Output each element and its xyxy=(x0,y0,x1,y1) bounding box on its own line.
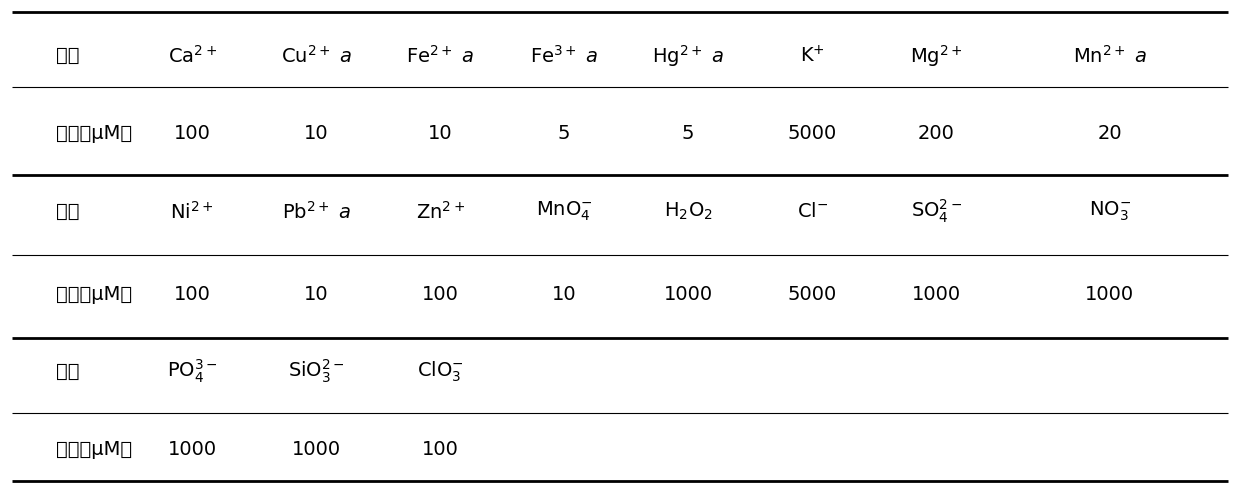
Text: MnO$_4^{-}$: MnO$_4^{-}$ xyxy=(536,200,593,223)
Text: NO$_3^{-}$: NO$_3^{-}$ xyxy=(1089,200,1131,223)
Text: Mg$^{2+}$: Mg$^{2+}$ xyxy=(910,43,962,69)
Text: 100: 100 xyxy=(174,284,211,304)
Text: Fe$^{2+}$ $\mathit{a}$: Fe$^{2+}$ $\mathit{a}$ xyxy=(405,45,475,67)
Text: Pb$^{2+}$ $\mathit{a}$: Pb$^{2+}$ $\mathit{a}$ xyxy=(281,200,351,223)
Text: H$_2$O$_2$: H$_2$O$_2$ xyxy=(663,201,713,222)
Text: Zn$^{2+}$: Zn$^{2+}$ xyxy=(415,200,465,223)
Text: Cu$^{2+}$ $\mathit{a}$: Cu$^{2+}$ $\mathit{a}$ xyxy=(280,45,352,67)
Text: 5: 5 xyxy=(682,124,694,143)
Text: 1000: 1000 xyxy=(663,284,713,304)
Text: 试剂: 试剂 xyxy=(56,46,79,66)
Text: SO$_4^{2-}$: SO$_4^{2-}$ xyxy=(910,198,962,225)
Text: Hg$^{2+}$ $\mathit{a}$: Hg$^{2+}$ $\mathit{a}$ xyxy=(652,43,724,69)
Text: 5000: 5000 xyxy=(787,284,837,304)
Text: 200: 200 xyxy=(918,124,955,143)
Text: Ca$^{2+}$: Ca$^{2+}$ xyxy=(167,45,217,67)
Text: SiO$_3^{2-}$: SiO$_3^{2-}$ xyxy=(288,358,345,385)
Text: 1000: 1000 xyxy=(167,440,217,459)
Text: 10: 10 xyxy=(428,124,453,143)
Text: 1000: 1000 xyxy=(291,440,341,459)
Text: 20: 20 xyxy=(1097,124,1122,143)
Text: Fe$^{3+}$ $\mathit{a}$: Fe$^{3+}$ $\mathit{a}$ xyxy=(529,45,599,67)
Text: 10: 10 xyxy=(304,284,329,304)
Text: 10: 10 xyxy=(304,124,329,143)
Text: ClO$_3^{-}$: ClO$_3^{-}$ xyxy=(417,360,464,384)
Text: 浓度（μM）: 浓度（μM） xyxy=(56,440,131,459)
Text: 1000: 1000 xyxy=(911,284,961,304)
Text: 浓度（μM）: 浓度（μM） xyxy=(56,124,131,143)
Text: 10: 10 xyxy=(552,284,577,304)
Text: 100: 100 xyxy=(174,124,211,143)
Text: 5: 5 xyxy=(558,124,570,143)
Text: K$^{+}$: K$^{+}$ xyxy=(800,45,825,67)
Text: 1000: 1000 xyxy=(1085,284,1135,304)
Text: PO$_4^{3-}$: PO$_4^{3-}$ xyxy=(167,358,217,385)
Text: Cl$^{-}$: Cl$^{-}$ xyxy=(796,202,828,221)
Text: 试剂: 试剂 xyxy=(56,362,79,382)
Text: Mn$^{2+}$ $\mathit{a}$: Mn$^{2+}$ $\mathit{a}$ xyxy=(1073,45,1147,67)
Text: 浓度（μM）: 浓度（μM） xyxy=(56,284,131,304)
Text: 100: 100 xyxy=(422,440,459,459)
Text: 5000: 5000 xyxy=(787,124,837,143)
Text: 100: 100 xyxy=(422,284,459,304)
Text: Ni$^{2+}$: Ni$^{2+}$ xyxy=(170,200,215,223)
Text: 试剂: 试剂 xyxy=(56,202,79,221)
